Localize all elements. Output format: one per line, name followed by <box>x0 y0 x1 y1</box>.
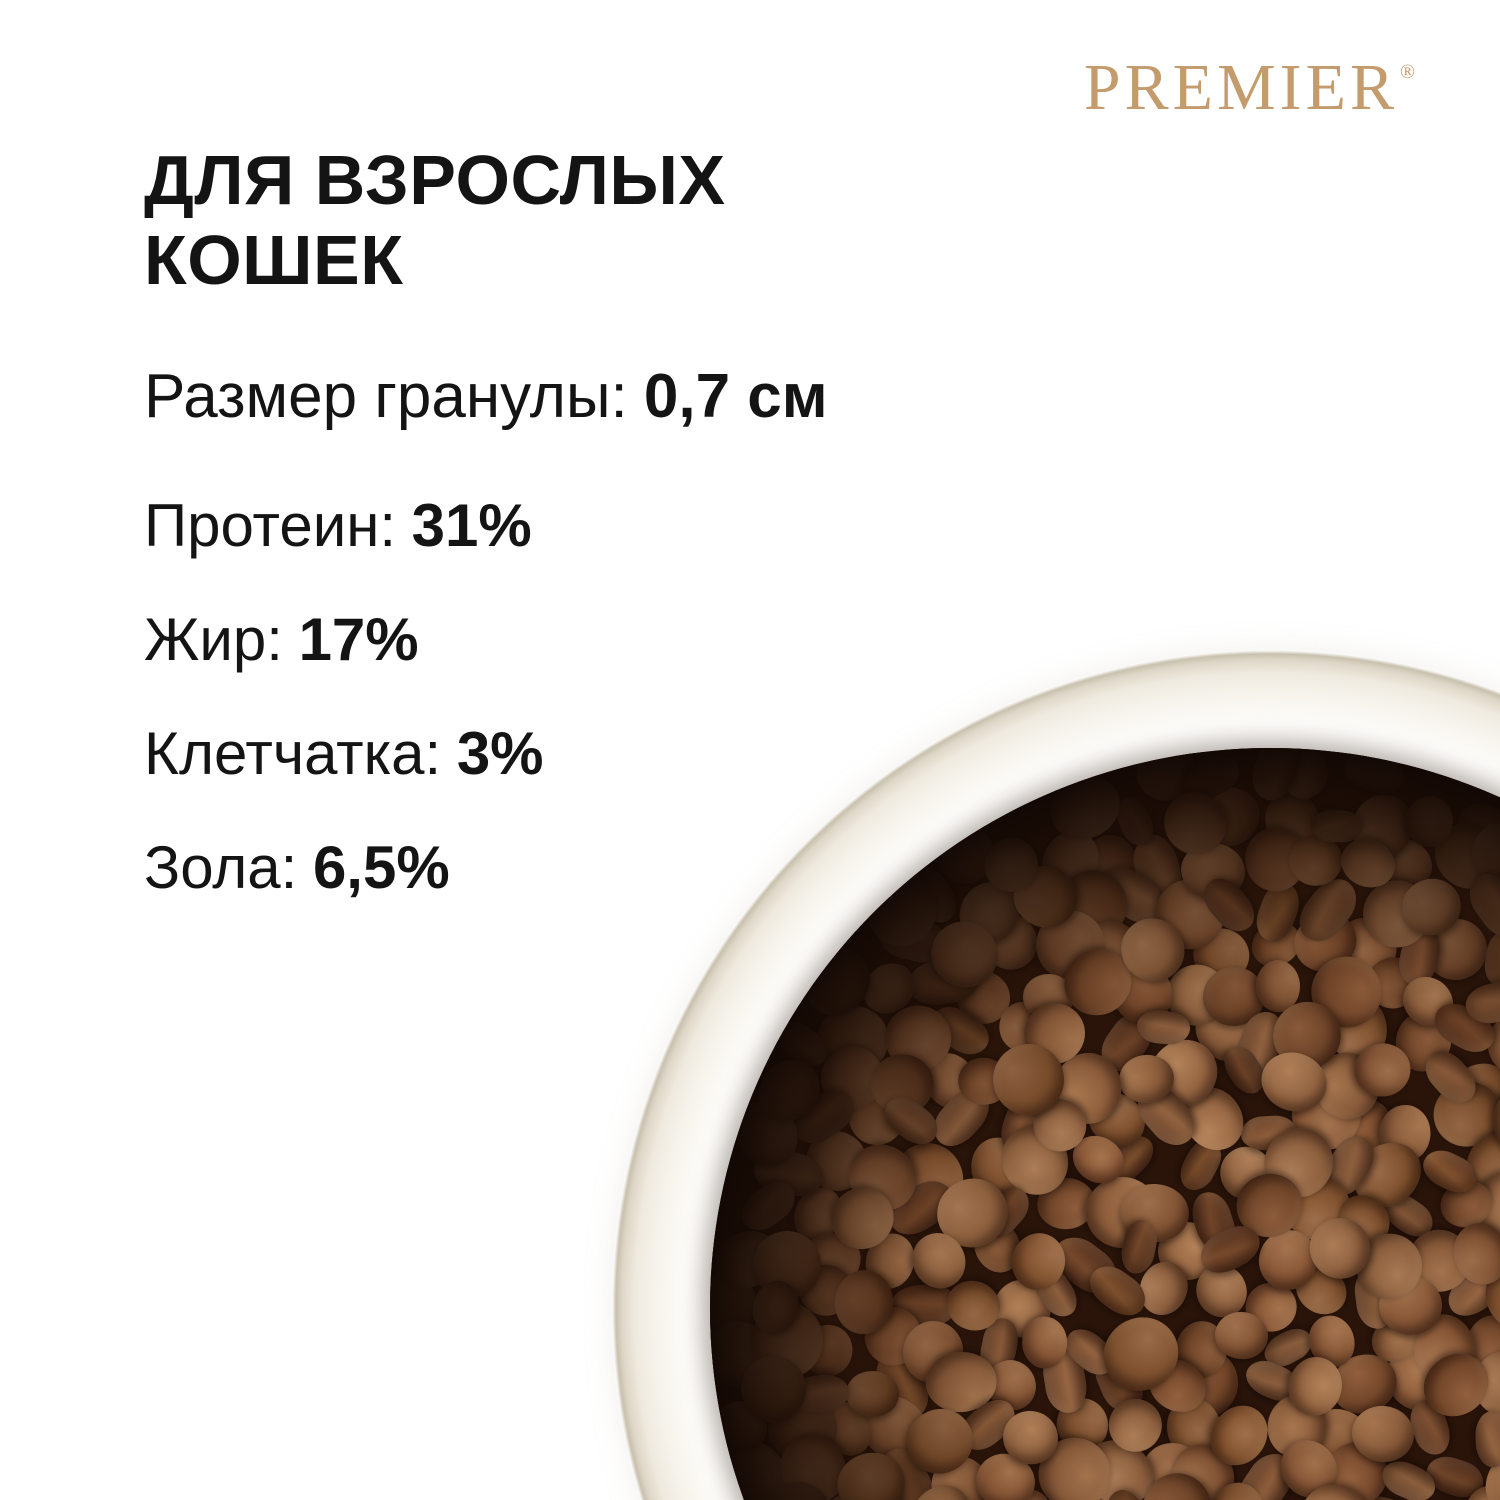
granule-size-value: 0,7 см <box>643 362 828 431</box>
nutrition-value: 17% <box>298 606 419 673</box>
kibble-bowl-photo <box>612 650 1500 1500</box>
granule-size-label: Размер гранулы: <box>144 362 628 431</box>
nutrition-list: Протеин: 31% Жир: 17% Клетчатка: 3% Зола: 6,… <box>144 496 544 898</box>
granule-size-line: Размер гранулы: 0,7 см <box>144 364 828 430</box>
kibble-pellet <box>1339 748 1410 799</box>
nutrition-value: 6,5% <box>312 834 450 901</box>
kibble-pellet <box>1288 834 1342 887</box>
nutrition-label: Зола: <box>144 834 298 901</box>
nutrition-label: Жир: <box>144 606 283 673</box>
nutrition-label: Клетчатка: <box>144 720 442 787</box>
nutrition-item-fiber: Клетчатка: 3% <box>144 724 544 784</box>
nutrition-value: 31% <box>411 492 532 559</box>
kibble-pellet <box>1481 927 1500 990</box>
nutrition-item-ash: Зола: 6,5% <box>144 838 544 898</box>
kibble-pellet <box>1310 808 1364 843</box>
nutrition-item-fat: Жир: 17% <box>144 610 544 670</box>
kibble-area <box>710 748 1500 1500</box>
product-title-line1: ДЛЯ ВЗРОСЛЫХ <box>144 141 726 219</box>
nutrition-item-protein: Протеин: 31% <box>144 496 544 556</box>
product-title-line2: КОШЕК <box>144 221 404 299</box>
kibble-pellet <box>1474 1410 1500 1469</box>
nutrition-label: Протеин: <box>144 492 397 559</box>
brand-logo-text: PREMIER <box>1083 51 1398 124</box>
registered-trademark-icon: ® <box>1399 61 1415 84</box>
product-title: ДЛЯ ВЗРОСЛЫХ КОШЕК <box>144 140 726 300</box>
nutrition-value: 3% <box>456 720 544 787</box>
brand-logo: PREMIER ® <box>1084 50 1415 126</box>
